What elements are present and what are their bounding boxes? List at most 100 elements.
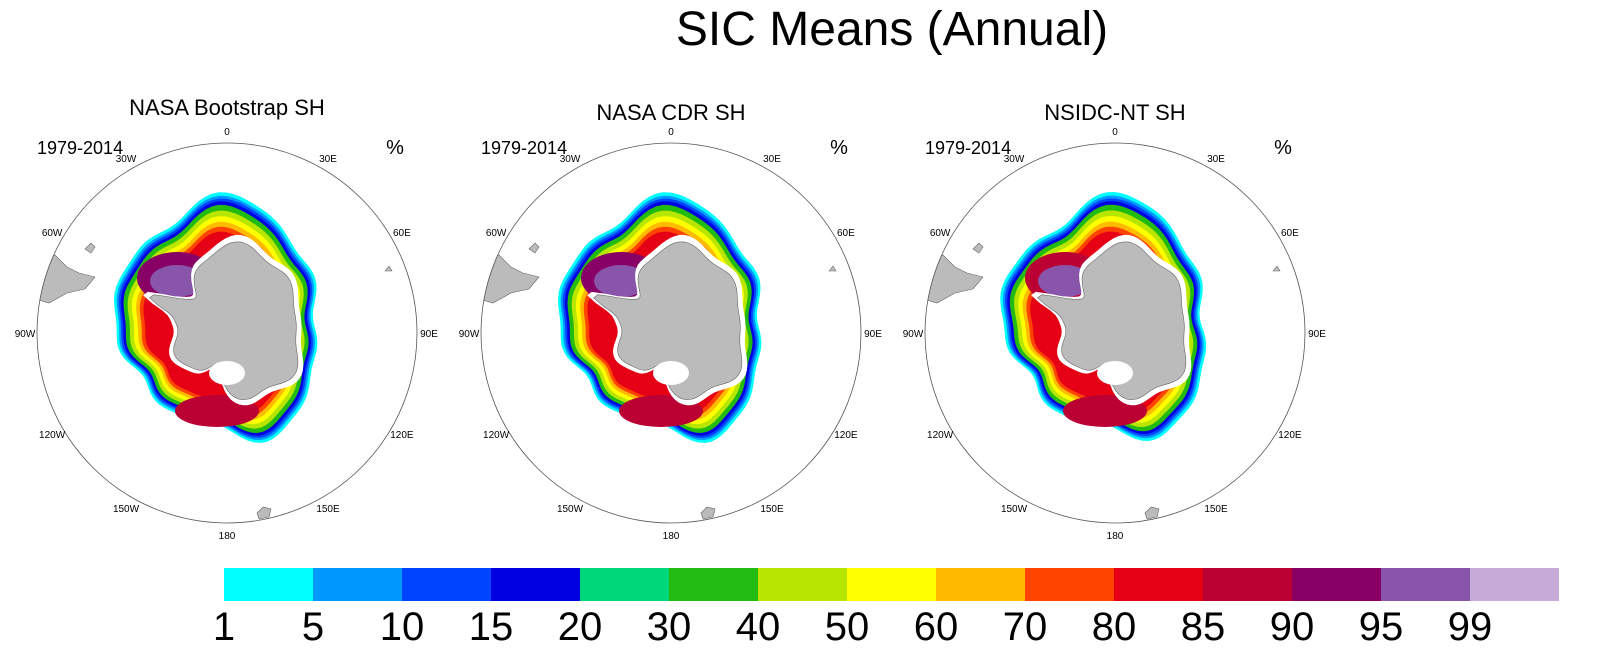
colorbar-swatch — [1292, 568, 1381, 601]
island — [1272, 265, 1281, 272]
longitude-label: 150W — [557, 504, 584, 515]
antarctica — [149, 241, 299, 400]
longitude-label: 90W — [903, 329, 924, 340]
colorbar-label: 20 — [558, 605, 603, 649]
longitude-label: 120E — [1278, 430, 1302, 441]
south-america — [481, 254, 540, 304]
longitude-label: 0 — [668, 127, 674, 138]
colorbar-swatch — [1381, 568, 1470, 601]
colorbar-label: 85 — [1181, 605, 1226, 649]
longitude-label: 180 — [219, 531, 236, 542]
ross-ice-shelf — [1097, 361, 1133, 385]
longitude-label: 150E — [1204, 504, 1228, 515]
longitude-label: 60W — [42, 228, 63, 239]
colorbar-swatch — [580, 568, 669, 601]
panel-title: NASA CDR SH — [596, 100, 745, 125]
sea-ice-map — [481, 192, 837, 520]
panel-title: NASA Bootstrap SH — [129, 95, 325, 120]
longitude-label: 0 — [1112, 127, 1118, 138]
colorbar-swatch — [936, 568, 1025, 601]
colorbar-swatch — [1470, 568, 1559, 601]
longitude-label: 90W — [15, 329, 36, 340]
island — [384, 265, 393, 272]
new-zealand — [1144, 506, 1160, 520]
south-america — [37, 254, 96, 304]
longitude-label: 30W — [116, 154, 137, 165]
longitude-label: 60E — [1281, 228, 1299, 239]
new-zealand — [256, 506, 272, 520]
figure-title: SIC Means (Annual) — [676, 3, 1108, 56]
colorbar-label: 99 — [1448, 605, 1493, 649]
longitude-label: 120E — [834, 430, 858, 441]
colorbar-label: 95 — [1359, 605, 1404, 649]
colorbar-swatch — [758, 568, 847, 601]
longitude-label: 150W — [1001, 504, 1028, 515]
colorbar-swatch — [1203, 568, 1292, 601]
weddell-core-sic — [150, 265, 204, 297]
map-boundary — [480, 142, 862, 524]
panel-title: NSIDC-NT SH — [1044, 100, 1185, 125]
colorbar: 1 5 10 15 20 30 40 50 60 70 80 85 90 95 99 — [213, 568, 1559, 649]
antarctica — [1037, 241, 1187, 400]
ross-ice-shelf — [653, 361, 689, 385]
colorbar-swatch — [224, 568, 313, 601]
new-zealand — [700, 506, 716, 520]
south-america — [925, 254, 984, 304]
island — [828, 265, 837, 272]
longitude-label: 150E — [316, 504, 340, 515]
longitude-label: 150W — [113, 504, 140, 515]
ross-ice-shelf — [209, 361, 245, 385]
longitude-label: 120W — [927, 430, 954, 441]
colorbar-label: 5 — [302, 605, 324, 649]
longitude-label: 120E — [390, 430, 414, 441]
longitude-label: 60W — [486, 228, 507, 239]
longitude-label: 180 — [663, 531, 680, 542]
panel-unit: % — [830, 137, 848, 159]
colorbar-label: 40 — [736, 605, 781, 649]
map-panel-nt: NSIDC-NT SH 1979-2014 % 0 30E 60E 90E 120E 150E 1… — [903, 100, 1327, 542]
longitude-label: 0 — [224, 127, 230, 138]
colorbar-swatch — [313, 568, 402, 601]
weddell-core-sic — [1038, 265, 1092, 297]
panel-unit: % — [1274, 137, 1292, 159]
longitude-label: 90E — [420, 329, 438, 340]
longitude-label: 120W — [483, 430, 510, 441]
colorbar-label: 90 — [1270, 605, 1315, 649]
map-panel-cdr: NASA CDR SH 1979-2014 % 0 30E 60E 90E 120E 150E 1… — [459, 100, 883, 542]
map-panels: NASA Bootstrap SH 1979-2014 % 0 30E 60E 90E 120… — [15, 95, 1327, 542]
island — [528, 242, 540, 254]
island — [972, 242, 984, 254]
antarctica — [593, 241, 743, 400]
colorbar-label: 15 — [469, 605, 514, 649]
panel-period: 1979-2014 — [37, 138, 123, 158]
longitude-label: 30W — [1004, 154, 1025, 165]
longitude-label: 30E — [319, 154, 337, 165]
colorbar-swatch — [669, 568, 758, 601]
sea-ice-map — [925, 192, 1281, 520]
colorbar-swatch — [847, 568, 936, 601]
map-boundary — [36, 142, 418, 524]
colorbar-swatch — [1114, 568, 1203, 601]
weddell-core-sic — [594, 265, 648, 297]
longitude-label: 30W — [560, 154, 581, 165]
colorbar-swatch — [1025, 568, 1114, 601]
longitude-label: 60W — [930, 228, 951, 239]
colorbar-label: 80 — [1092, 605, 1137, 649]
longitude-label: 60E — [393, 228, 411, 239]
colorbar-swatch — [491, 568, 580, 601]
longitude-label: 150E — [760, 504, 784, 515]
panel-unit: % — [386, 137, 404, 159]
panel-period: 1979-2014 — [925, 138, 1011, 158]
colorbar-swatch — [402, 568, 491, 601]
colorbar-label: 30 — [647, 605, 692, 649]
map-boundary — [924, 142, 1306, 524]
longitude-label: 90E — [1308, 329, 1326, 340]
longitude-label: 120W — [39, 430, 66, 441]
longitude-label: 30E — [1207, 154, 1225, 165]
map-panel-bootstrap: NASA Bootstrap SH 1979-2014 % 0 30E 60E 90E 120… — [15, 95, 439, 542]
longitude-label: 30E — [763, 154, 781, 165]
longitude-label: 90E — [864, 329, 882, 340]
longitude-label: 90W — [459, 329, 480, 340]
colorbar-label: 1 — [213, 605, 235, 649]
